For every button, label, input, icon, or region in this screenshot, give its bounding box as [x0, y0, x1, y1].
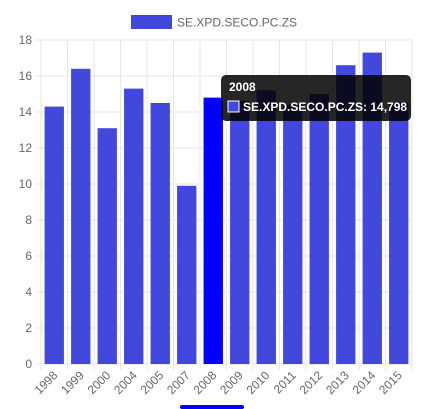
legend-label-series-0: SE.XPD.SECO.PC.ZS — [177, 16, 297, 30]
x-tick-label: 2011 — [271, 368, 299, 396]
bar-2008[interactable] — [204, 98, 223, 364]
legend[interactable]: SE.XPD.SECO.PC.ZS — [131, 15, 297, 30]
bar-1999[interactable] — [71, 69, 90, 364]
x-tick-label: 2004 — [111, 368, 140, 397]
y-tick-label: 4 — [25, 285, 32, 299]
x-tick-label: 2008 — [191, 368, 220, 397]
y-tick-label: 6 — [25, 249, 32, 263]
tooltip-swatch — [228, 101, 239, 112]
bar-2009[interactable] — [230, 101, 249, 364]
x-tick-label: 1998 — [32, 368, 61, 397]
x-tick-label: 2015 — [376, 368, 405, 397]
x-tick-label: 2007 — [164, 368, 193, 397]
bar-2010[interactable] — [257, 90, 276, 364]
y-tick-label: 12 — [19, 141, 33, 155]
tooltip-title: 2008 — [229, 80, 256, 94]
x-tick-label: 1999 — [58, 368, 87, 397]
x-tick-label: 2009 — [217, 368, 246, 397]
y-axis: 0 2 4 6 8 10 12 14 16 18 — [19, 33, 33, 371]
y-tick-label: 0 — [25, 357, 32, 371]
x-tick-label: 2000 — [85, 368, 114, 397]
y-tick-label: 8 — [25, 213, 32, 227]
tooltip: 2008 SE.XPD.SECO.PC.ZS: 14,798 — [221, 75, 411, 121]
tooltip-body: SE.XPD.SECO.PC.ZS: 14,798 — [243, 100, 407, 114]
bar-2004[interactable] — [124, 89, 143, 364]
bar-2000[interactable] — [98, 128, 117, 364]
bar-2012[interactable] — [310, 94, 329, 364]
y-tick-label: 10 — [19, 177, 33, 191]
legend-swatch — [131, 15, 172, 29]
scroll-indicator[interactable] — [180, 405, 244, 409]
x-axis: 1998199920002004200520072008200920102011… — [32, 368, 406, 397]
y-tick-label: 2 — [25, 321, 32, 335]
x-tick-label: 2010 — [244, 368, 273, 397]
bar-1998[interactable] — [45, 107, 64, 364]
bar-2011[interactable] — [283, 105, 302, 364]
y-tick-label: 18 — [19, 33, 33, 47]
bar-2015[interactable] — [389, 103, 408, 364]
x-tick-label: 2005 — [138, 368, 167, 397]
bar-2005[interactable] — [151, 103, 170, 364]
y-tick-label: 16 — [19, 69, 33, 83]
x-tick-label: 2012 — [297, 368, 326, 397]
x-tick-label: 2013 — [323, 368, 352, 397]
y-tick-label: 14 — [19, 105, 33, 119]
x-tick-label: 2014 — [350, 368, 379, 397]
bar-2007[interactable] — [177, 186, 196, 364]
